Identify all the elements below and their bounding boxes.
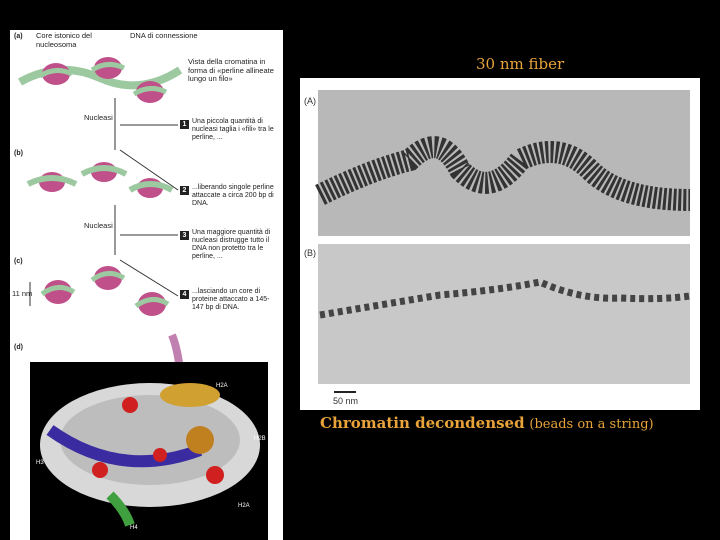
panel-label: (b) [14,150,23,157]
histone-label: H2A [216,383,228,389]
panel-label: (a) [14,33,23,40]
step-number: 1 [180,120,189,129]
label: Nucleasi [84,113,113,122]
caption: Chromatin decondensed (beads on a string… [320,414,654,432]
caption-note: (beads on a string) [529,417,654,432]
beads-on-string [319,278,691,319]
micrograph-label: (B) [304,248,316,258]
histone-label: H2A [238,503,250,509]
micrograph-label: (A) [304,96,316,106]
step-text: Una piccola quantità di nucleasi taglia … [192,118,274,141]
panel-label: (c) [14,258,23,265]
slide-title: 30 nm fiber [476,55,565,73]
caption-main: Chromatin decondensed [320,414,525,432]
label: Nucleasi [84,221,113,230]
micrograph-b [318,244,690,384]
step-number: 3 [180,231,189,240]
step-text: ...liberando singole perline attaccate a… [192,184,274,207]
step-text: Una maggiore quantità di nucleasi distru… [192,229,271,260]
histone-label: H2B [254,436,266,442]
histone-label: H4 [130,525,138,531]
nucleosome-row-a [18,57,183,103]
fiber-30nm [315,136,691,211]
scale-label: 50 nm [333,396,359,406]
nucleosome-row-c [40,266,170,316]
arrows [29,98,179,306]
label: Vista della cromatina in forma di «perli… [188,57,274,83]
label: 11 nm [12,289,33,298]
panel-label: (d) [14,344,23,351]
label: Core istonico del nucleosoma [36,31,92,49]
histone-label: H3 [36,460,44,466]
nucleosome-structure [40,383,260,527]
step-number: 4 [180,290,189,299]
step-number: 2 [180,186,189,195]
step-text: ...lasciando un core di proteine attacca… [192,288,270,311]
label: DNA di connessione [130,31,198,40]
nucleosome-row-b [26,162,174,198]
